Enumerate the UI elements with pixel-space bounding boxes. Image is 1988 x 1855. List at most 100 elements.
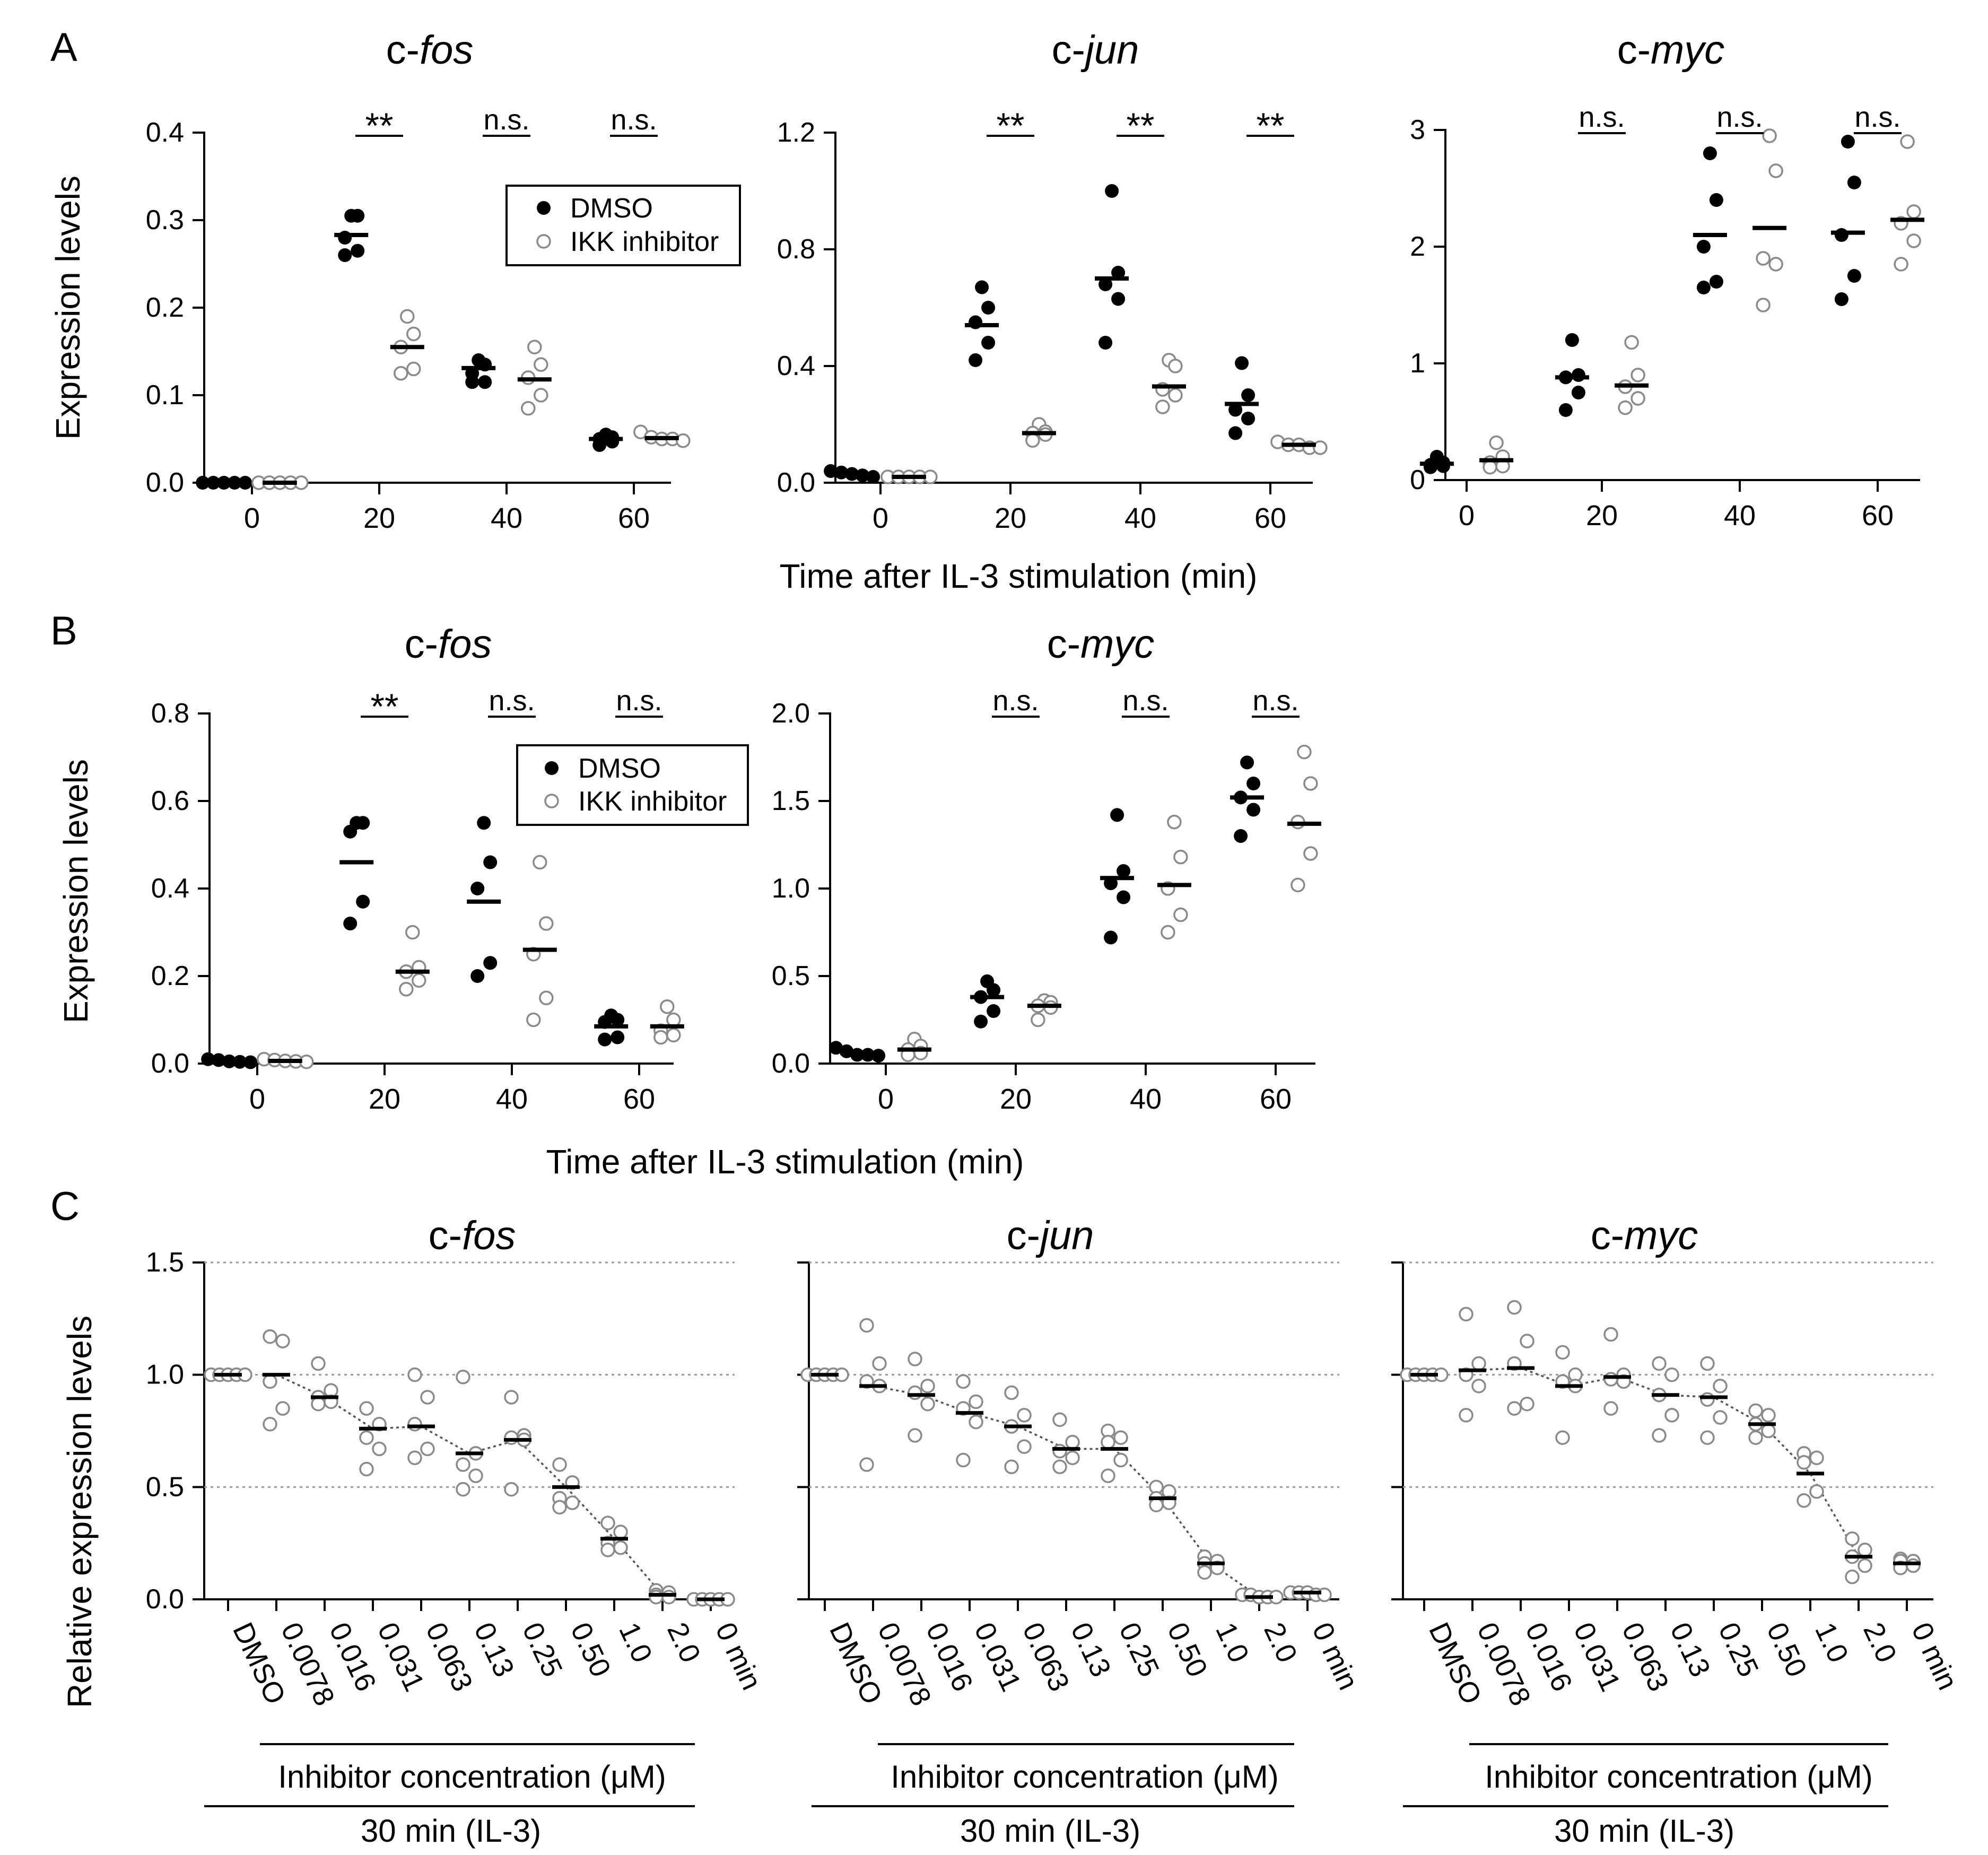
legend-dmso-marker <box>537 201 551 215</box>
data-point-ikk <box>399 982 414 997</box>
data-point-dmso <box>829 1041 843 1055</box>
y-tick-label: 1.5 <box>146 1247 184 1278</box>
significance-label: n.s. <box>1252 685 1298 717</box>
data-point-dmso <box>824 464 838 478</box>
data-point-dmso <box>483 855 498 869</box>
y-tick-label: 1.5 <box>772 786 810 816</box>
y-tick-label: 0.0 <box>146 1584 184 1615</box>
significance-label: n.s. <box>611 104 657 136</box>
chart-title: c-jun <box>1007 1213 1094 1258</box>
significance-label: ** <box>1257 106 1285 146</box>
data-point-dmso <box>1558 403 1573 417</box>
data-point-dmso <box>987 983 1001 997</box>
y-tick-label: 0.4 <box>777 351 815 381</box>
legend-dmso-label: DMSO <box>570 193 653 224</box>
chart-title-gene: jun <box>1035 1213 1094 1258</box>
data-point <box>1052 1459 1067 1474</box>
panel-letter-a: A <box>50 25 77 70</box>
data-point <box>263 1329 277 1344</box>
x-tick-label: 0.13 <box>468 1618 520 1682</box>
y-tick-label: 1.0 <box>772 873 810 904</box>
data-point <box>565 1495 580 1510</box>
data-point <box>1555 1430 1570 1445</box>
data-point <box>1713 1410 1728 1425</box>
legend-dmso-label: DMSO <box>578 753 661 784</box>
data-point-dmso <box>871 1049 886 1063</box>
data-point-dmso <box>969 353 983 367</box>
data-point <box>613 1525 628 1539</box>
chart-title-gene: jun <box>1080 28 1139 73</box>
data-point <box>1845 1569 1860 1584</box>
data-point <box>1858 1558 1872 1573</box>
chart-title-prefix: c- <box>405 622 438 667</box>
data-point-ikk <box>1303 846 1318 861</box>
data-point-ikk <box>1894 257 1908 272</box>
data-point <box>1761 1423 1776 1439</box>
x-tick-label: 0 <box>249 1083 265 1115</box>
legend-ikk-label: IKK inhibitor <box>578 786 727 817</box>
data-point-dmso <box>243 1055 258 1069</box>
data-point-dmso <box>1696 240 1711 254</box>
data-point-dmso <box>1098 336 1113 350</box>
data-point <box>420 1441 435 1457</box>
data-point <box>1761 1408 1776 1423</box>
x-tick-label: 2.0 <box>1258 1618 1303 1667</box>
y-tick-label: 0.0 <box>151 1048 189 1079</box>
legend-box <box>505 185 741 266</box>
chart-b2: c-myc 0.0 0.5 1.0 1.5 2.0 0 20 40 60 n.s. n.s. n.s. <box>772 622 1321 1115</box>
data-point <box>1700 1430 1715 1445</box>
legend-ikk-marker <box>544 794 559 808</box>
x-tick-label: 0 min <box>1905 1618 1964 1695</box>
data-point-dmso <box>351 243 365 258</box>
data-point-dmso <box>1241 388 1255 402</box>
data-point <box>1101 1434 1115 1450</box>
chart-title-prefix: c- <box>386 28 420 73</box>
data-point <box>1713 1379 1728 1394</box>
data-point-dmso <box>1111 266 1126 280</box>
data-point-ikk <box>1624 335 1639 350</box>
data-point <box>359 1461 374 1477</box>
chart-title-prefix: c- <box>1007 1213 1040 1258</box>
data-point-dmso <box>338 231 352 245</box>
data-point <box>1052 1412 1067 1427</box>
data-point-dmso <box>351 208 365 223</box>
y-tick-label: 0.6 <box>151 786 189 816</box>
chart-title-gene: fos <box>438 622 492 667</box>
data-point <box>1748 1430 1763 1445</box>
data-point-dmso <box>1847 269 1861 283</box>
data-point-dmso <box>866 470 880 484</box>
data-point-dmso <box>1240 755 1254 770</box>
x-tick-label: 20 <box>363 502 395 534</box>
data-point-dmso <box>1696 281 1711 294</box>
data-point-ikk <box>1900 134 1915 149</box>
x-tick-label: 40 <box>1724 500 1756 532</box>
x-tick-label: 20 <box>369 1083 400 1115</box>
data-point <box>311 1356 326 1371</box>
chart-title-prefix: c- <box>1052 28 1085 73</box>
data-point-ikk <box>1756 251 1771 266</box>
data-point <box>1004 1385 1019 1400</box>
data-point-dmso <box>1246 777 1261 790</box>
x-tick-label: 0.031 <box>968 1618 1027 1696</box>
data-point-dmso <box>465 375 479 389</box>
data-point-dmso <box>1241 412 1255 425</box>
y-tick-label: 0 <box>1410 465 1425 495</box>
x-tick-label: 0 <box>1459 500 1475 532</box>
data-point-ikk <box>1173 849 1188 865</box>
data-point <box>1603 1372 1618 1387</box>
panel-c-ylabel: Relative expression levels <box>60 1316 99 1708</box>
chart-a1: c-fos 0.0 0.1 0.2 0.3 0.4 0 20 40 60 ** n.s. n.s. <box>146 28 691 534</box>
data-point-ikk <box>1031 1012 1045 1027</box>
legend-box <box>516 744 749 826</box>
x-tick-label: 0.13 <box>1664 1618 1716 1682</box>
data-point <box>920 1379 935 1394</box>
data-point <box>275 1401 290 1416</box>
panel-a-ylabel: Expression levels <box>49 176 87 440</box>
data-point <box>407 1450 422 1466</box>
data-point-ikk <box>1756 298 1771 312</box>
condition-label: 30 min (IL-3) <box>1554 1813 1734 1849</box>
data-point-dmso <box>981 336 996 350</box>
data-point <box>359 1401 374 1416</box>
data-point <box>872 1356 887 1371</box>
data-point-dmso <box>338 248 352 262</box>
